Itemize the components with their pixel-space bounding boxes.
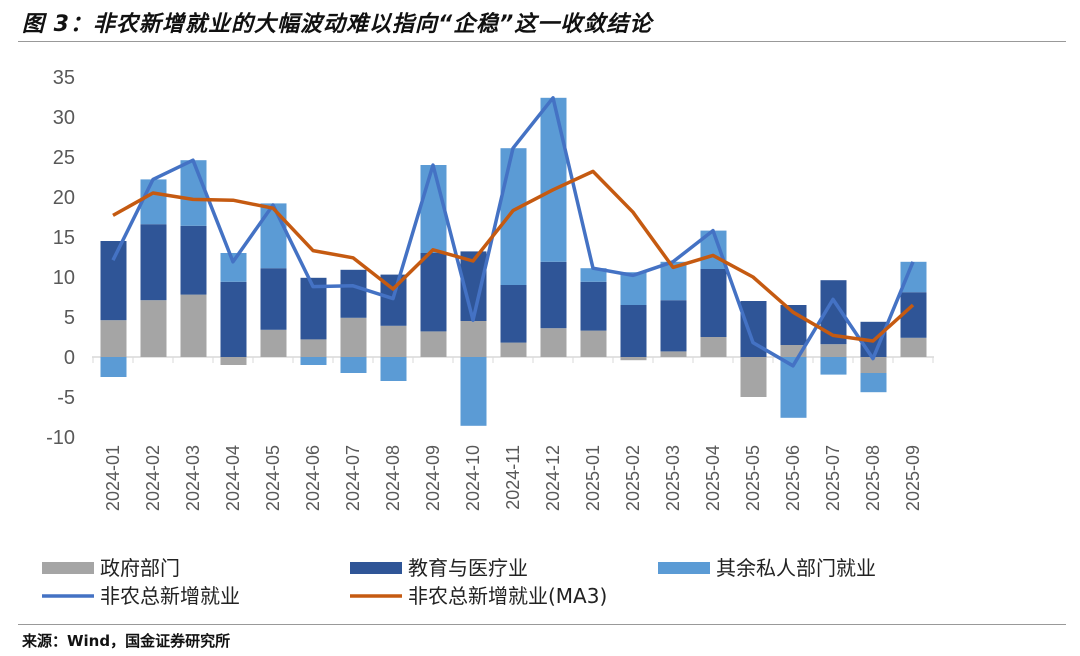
y-tick-label: 10 — [53, 267, 75, 289]
bar-other-private — [460, 357, 487, 426]
bar-education-health — [340, 269, 367, 318]
bar-government — [300, 339, 327, 357]
source-note: 来源：Wind，国金证券研究所 — [22, 632, 231, 650]
bar-other-private — [140, 179, 167, 225]
bar-other-private — [500, 148, 527, 285]
bar-government — [860, 357, 887, 373]
y-tick-label: 20 — [53, 187, 75, 209]
bar-other-private — [220, 253, 247, 282]
y-tick-label: 0 — [64, 347, 75, 369]
bar-other-private — [900, 261, 927, 293]
bar-government — [540, 328, 567, 357]
bar-other-private — [260, 203, 287, 269]
legend-label: 非农总新增就业(MA3) — [408, 584, 607, 608]
bar-education-health — [500, 285, 527, 343]
bar-other-private — [100, 357, 127, 377]
bar-government — [100, 320, 127, 357]
bar-education-health — [420, 253, 447, 332]
x-tick-label: 2024-05 — [263, 445, 283, 511]
bar-education-health — [900, 292, 927, 338]
legend-label: 其余私人部门就业 — [716, 556, 876, 580]
legend-swatch — [658, 562, 710, 574]
x-tick-label: 2024-06 — [303, 445, 323, 511]
x-tick-label: 2024-04 — [223, 445, 243, 511]
bar-government — [580, 330, 607, 357]
bar-education-health — [620, 305, 647, 357]
bar-other-private — [540, 97, 567, 262]
bar-government — [180, 294, 207, 357]
x-tick-label: 2024-09 — [423, 445, 443, 511]
y-tick-label: 30 — [53, 107, 75, 129]
bar-government — [900, 337, 927, 357]
legend-label: 非农总新增就业 — [100, 584, 240, 608]
x-tick-label: 2025-08 — [863, 445, 883, 511]
title-divider — [18, 41, 1066, 42]
bar-other-private — [420, 165, 447, 253]
bar-other-private — [340, 357, 367, 373]
chart-title: 图 3：非农新增就业的大幅波动难以指向“企稳”这一收敛结论 — [22, 12, 653, 37]
bar-education-health — [580, 281, 607, 331]
x-tick-label: 2024-02 — [143, 445, 163, 511]
bar-education-health — [220, 281, 247, 357]
x-tick-label: 2024-11 — [503, 445, 523, 510]
bar-government — [500, 342, 527, 357]
legend-swatch — [350, 562, 402, 574]
bar-government — [460, 321, 487, 357]
legend-label: 教育与医疗业 — [408, 556, 528, 580]
y-tick-label: -5 — [57, 387, 75, 409]
bar-education-health — [140, 224, 167, 301]
bar-education-health — [260, 268, 287, 330]
source-divider — [18, 624, 1066, 625]
bar-government — [700, 337, 727, 357]
line-total-payrolls — [111, 96, 915, 368]
bar-other-private — [820, 357, 847, 375]
x-tick-label: 2024-08 — [383, 445, 403, 511]
x-tick-label: 2024-03 — [183, 445, 203, 511]
x-tick-label: 2024-12 — [543, 445, 563, 511]
x-tick-label: 2025-02 — [623, 445, 643, 511]
y-tick-label: 25 — [53, 147, 75, 169]
x-tick-label: 2025-04 — [703, 445, 723, 511]
bar-other-private — [180, 160, 207, 226]
bar-education-health — [540, 261, 567, 329]
y-tick-label: -10 — [46, 427, 75, 449]
bar-government — [340, 317, 367, 357]
bar-government — [660, 351, 687, 357]
x-tick-label: 2025-05 — [743, 445, 763, 511]
x-tick-label: 2024-10 — [463, 445, 483, 511]
bar-other-private — [620, 272, 647, 305]
x-tick-label: 2025-06 — [783, 445, 803, 511]
legend-label: 政府部门 — [100, 556, 180, 580]
bar-education-health — [180, 225, 207, 295]
bar-education-health — [660, 300, 687, 352]
y-tick-label: 35 — [53, 67, 75, 89]
bar-government — [260, 329, 287, 357]
y-tick-label: 15 — [53, 227, 75, 249]
bar-education-health — [700, 269, 727, 337]
bar-other-private — [380, 357, 407, 381]
bar-government — [140, 300, 167, 357]
bar-government — [420, 331, 447, 357]
line-total-payrolls-ma3 — [112, 169, 915, 343]
bar-education-health — [100, 241, 127, 321]
bar-government — [620, 357, 647, 361]
bar-other-private — [300, 357, 327, 365]
legend-swatch — [42, 562, 94, 574]
bar-government — [220, 357, 247, 365]
x-tick-label: 2025-07 — [823, 445, 843, 511]
bar-government — [380, 325, 407, 357]
bar-government — [740, 357, 767, 397]
x-tick-label: 2024-01 — [103, 445, 123, 511]
x-tick-label: 2025-03 — [663, 445, 683, 511]
x-tick-label: 2024-07 — [343, 445, 363, 511]
bar-other-private — [580, 268, 607, 282]
x-tick-label: 2025-01 — [583, 445, 603, 511]
y-tick-label: 5 — [64, 307, 75, 329]
bar-government — [820, 344, 847, 357]
x-tick-label: 2025-09 — [903, 445, 923, 511]
bar-other-private — [860, 373, 887, 393]
